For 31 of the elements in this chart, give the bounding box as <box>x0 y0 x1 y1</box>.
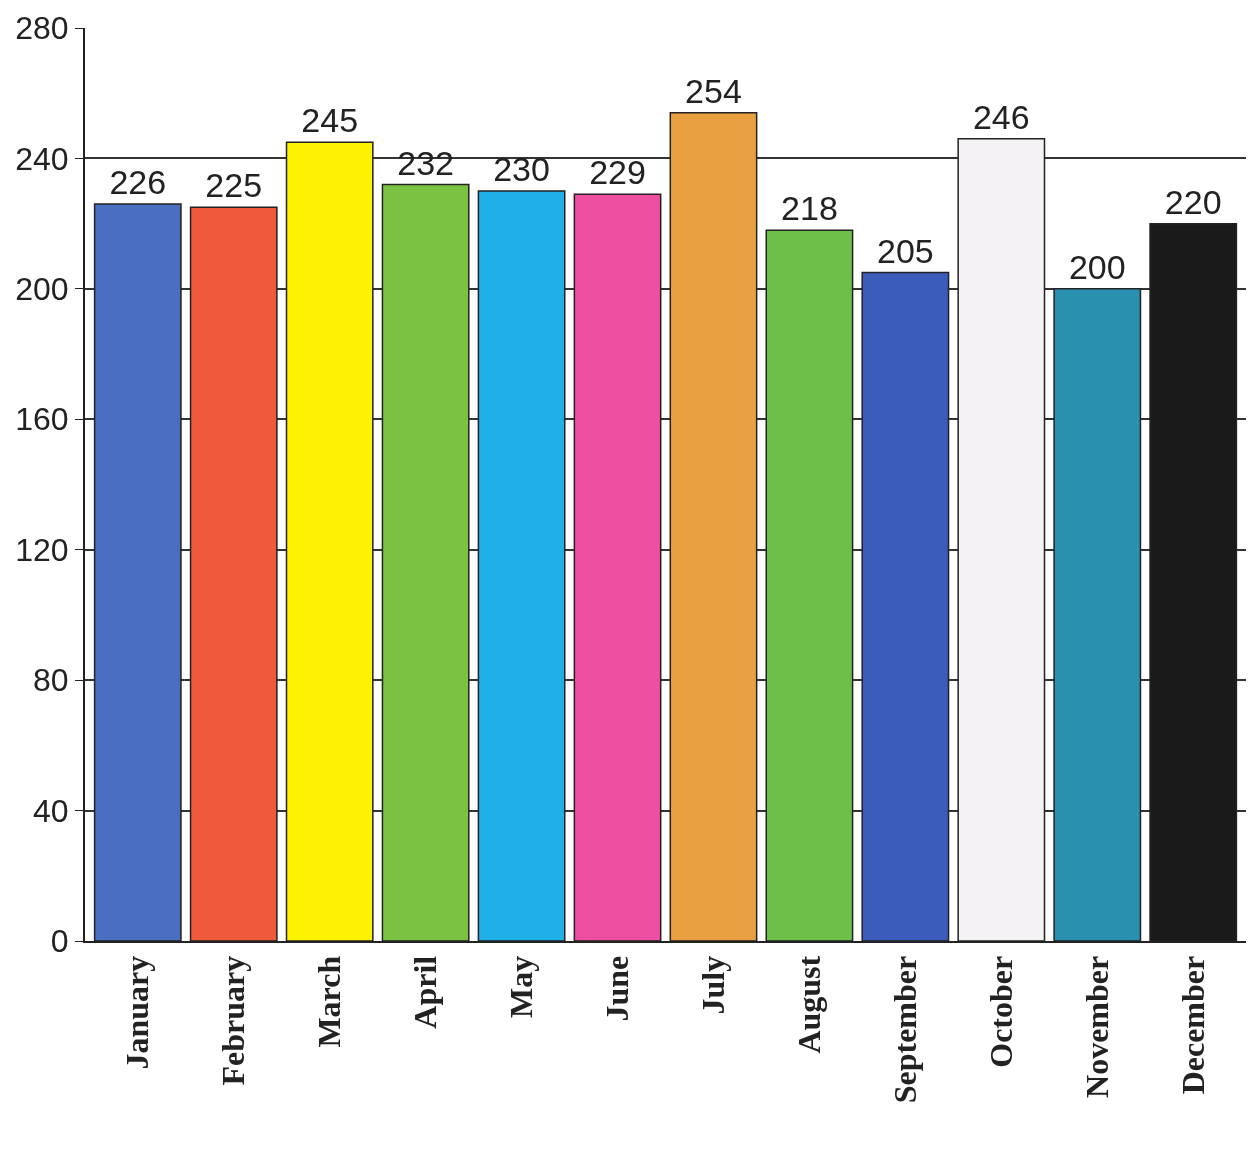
x-tick-label: September <box>886 955 923 1104</box>
data-label: 220 <box>1164 182 1222 221</box>
y-tick-label: 280 <box>15 10 69 47</box>
data-label: 230 <box>493 150 550 189</box>
x-tick-label: February <box>215 955 252 1086</box>
x-tick-label: March <box>311 955 348 1048</box>
x-tick-label: December <box>1174 955 1211 1095</box>
data-label: 218 <box>781 189 838 228</box>
y-tick-label: 240 <box>15 140 69 177</box>
x-tick-label: January <box>119 955 156 1070</box>
x-tick-label: October <box>982 955 1019 1068</box>
y-tick-label: 160 <box>15 401 69 438</box>
data-label: 226 <box>109 163 167 202</box>
x-tick-label: August <box>790 955 827 1054</box>
data-label: 200 <box>1068 247 1126 286</box>
data-label: 254 <box>685 71 742 110</box>
x-tick-label: November <box>1078 955 1115 1098</box>
y-tick-label: 40 <box>33 792 69 829</box>
data-label: 245 <box>301 101 359 140</box>
y-tick-label: 0 <box>50 923 69 960</box>
x-tick-label: April <box>407 955 444 1029</box>
x-tick-label: May <box>502 955 539 1018</box>
x-tick-label: July <box>694 955 731 1015</box>
y-tick-label: 80 <box>33 662 69 699</box>
y-tick-label: 120 <box>15 531 69 568</box>
y-tick-label: 200 <box>15 271 69 308</box>
data-label: 229 <box>589 153 646 192</box>
data-label: 225 <box>205 166 263 205</box>
data-label: 205 <box>877 231 934 270</box>
data-label: 246 <box>972 97 1030 136</box>
x-tick-label: June <box>598 955 635 1022</box>
